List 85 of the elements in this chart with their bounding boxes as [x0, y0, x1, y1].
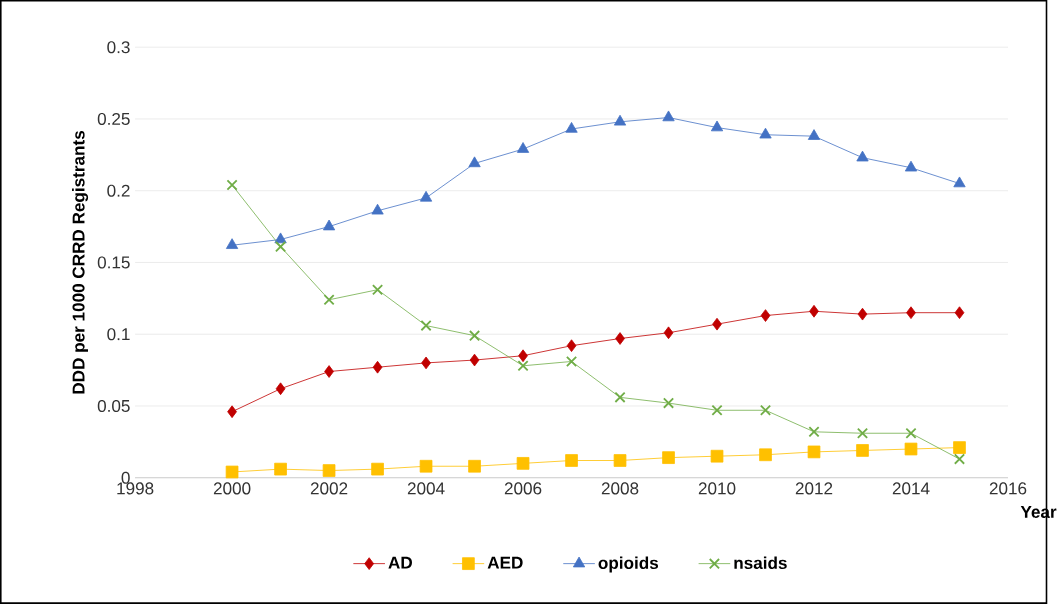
point — [856, 150, 869, 162]
point — [371, 284, 384, 296]
y-axis-title: DDD per 1000 CRRD Registrants — [72, 131, 89, 394]
point — [662, 451, 675, 464]
y-tick-label: 0.3 — [107, 41, 130, 54]
point — [565, 355, 578, 368]
point — [565, 454, 578, 467]
point — [807, 445, 821, 459]
x-tick-label: 2016 — [989, 482, 1027, 495]
point — [663, 326, 674, 340]
x-tick-label: 2008 — [601, 482, 639, 495]
x-tick-label: 2006 — [504, 482, 542, 495]
y-tick-label: 0 — [121, 471, 130, 484]
point — [275, 241, 287, 253]
y-tick-label: 0.1 — [107, 328, 130, 341]
point — [710, 449, 724, 463]
point — [516, 142, 530, 153]
point — [710, 120, 724, 132]
point — [322, 464, 336, 477]
point — [857, 307, 868, 321]
point — [469, 353, 480, 367]
point — [759, 448, 772, 462]
point — [371, 462, 384, 476]
legend-label: opioids — [598, 556, 659, 573]
point — [372, 360, 383, 374]
point — [856, 444, 869, 457]
y-tick-label: 0.25 — [97, 112, 130, 126]
point — [566, 339, 577, 353]
x-tick-label: 2012 — [795, 482, 833, 495]
legend-label: AED — [487, 556, 523, 569]
x-tick-label: 2002 — [310, 482, 348, 495]
point — [518, 349, 528, 363]
point — [615, 332, 625, 345]
point — [906, 306, 916, 320]
point — [226, 179, 238, 191]
legend-label: AD — [388, 556, 412, 569]
point — [419, 190, 433, 202]
point — [953, 441, 966, 454]
x-tick-label: 2014 — [892, 482, 930, 495]
point — [468, 156, 481, 168]
point — [711, 404, 723, 416]
x-tick-label: 1998 — [117, 482, 154, 495]
point — [856, 427, 869, 439]
point — [371, 203, 384, 215]
point — [517, 360, 529, 372]
point — [662, 110, 675, 122]
point — [759, 127, 772, 139]
point — [274, 462, 287, 476]
point — [225, 238, 239, 249]
point — [322, 219, 336, 231]
point — [225, 465, 239, 479]
point — [809, 304, 819, 318]
point — [420, 320, 432, 332]
point — [759, 404, 772, 416]
y-tick-label: 0.15 — [97, 256, 130, 269]
point — [760, 309, 771, 322]
point — [953, 176, 966, 188]
point — [953, 453, 966, 465]
point — [905, 427, 917, 439]
point — [808, 426, 820, 438]
x-tick-label: 2004 — [407, 482, 445, 495]
point — [565, 122, 578, 133]
point — [904, 442, 918, 456]
point — [904, 160, 918, 172]
point — [613, 454, 627, 467]
point — [323, 294, 335, 306]
point — [468, 459, 481, 473]
point — [516, 457, 530, 470]
point — [807, 129, 821, 140]
point — [468, 330, 481, 342]
point — [712, 317, 722, 331]
x-tick-label: 2010 — [698, 482, 736, 495]
point — [227, 405, 237, 419]
point — [275, 382, 286, 396]
point — [324, 365, 334, 378]
y-tick-label: 0.05 — [97, 399, 130, 413]
legend-label: nsaids — [734, 556, 787, 570]
y-tick-label: 0.2 — [107, 184, 130, 197]
point — [614, 391, 626, 403]
point — [954, 306, 965, 320]
point — [613, 114, 627, 126]
point — [419, 459, 433, 473]
point — [662, 397, 675, 409]
point — [421, 356, 431, 370]
x-tick-label: 2000 — [213, 482, 251, 495]
